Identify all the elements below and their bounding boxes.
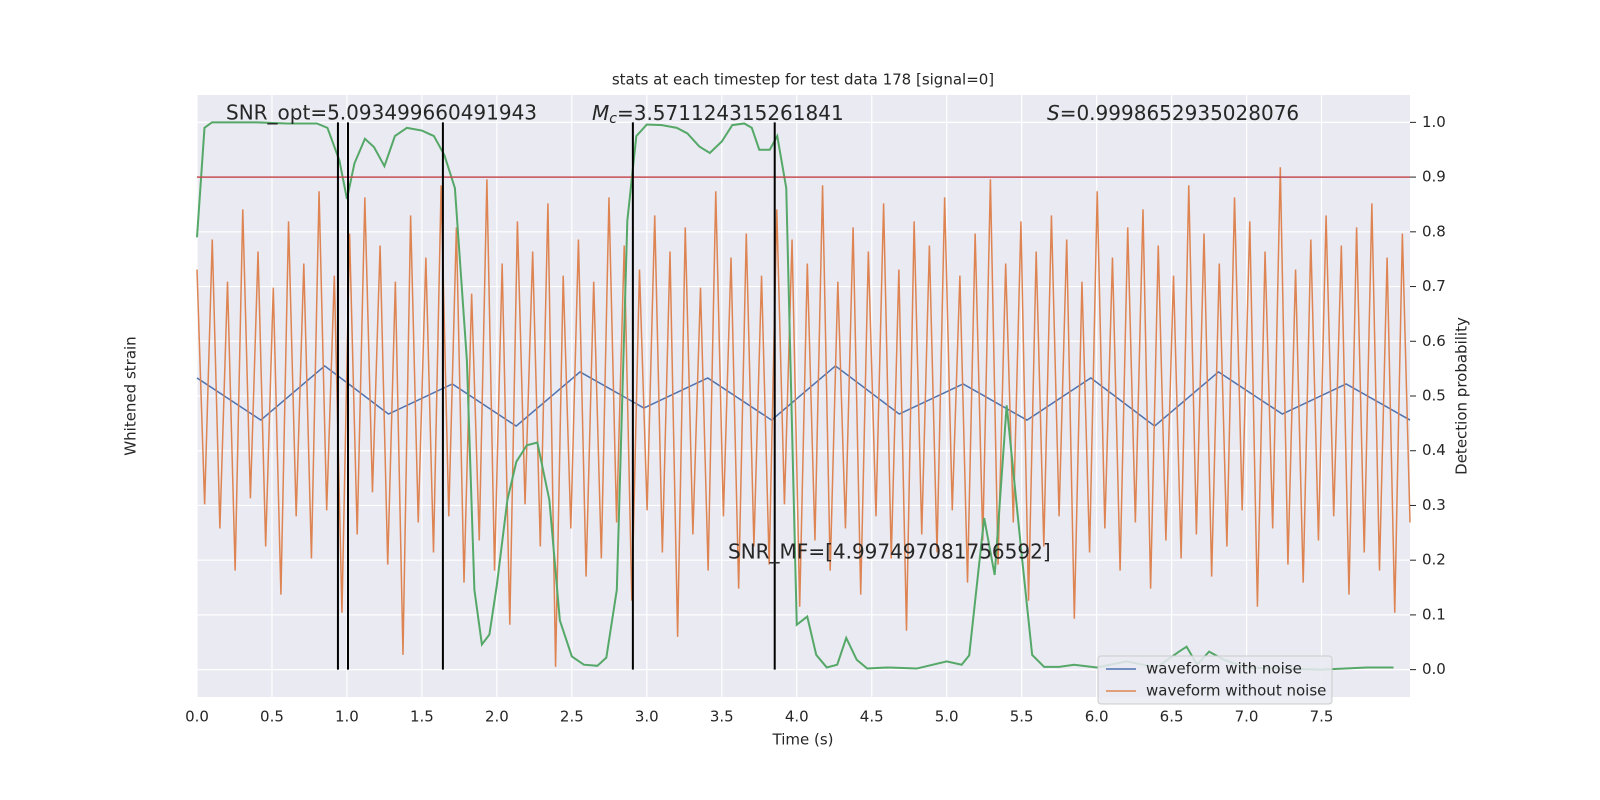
x-axis-label: Time (s): [772, 731, 834, 749]
y2-tick-label: 0.2: [1422, 551, 1446, 569]
y2-tick-label: 0.3: [1422, 496, 1446, 514]
x-tick-label: 5.0: [935, 708, 959, 726]
y2-tick-label: 0.1: [1422, 605, 1446, 623]
annotation-symbol: M: [592, 101, 609, 125]
x-tick-label: 7.5: [1310, 708, 1334, 726]
y2-tick-label: 1.0: [1422, 113, 1446, 131]
annotation-text: =3.571124315261841: [617, 101, 844, 125]
annotation-text: =0.9998652935028076: [1060, 101, 1299, 125]
x-tick-label: 2.5: [560, 708, 584, 726]
marks: [196, 121, 1411, 671]
legend-label: waveform without noise: [1146, 682, 1326, 700]
y2-tick-label: 0.6: [1422, 332, 1446, 350]
x-tick-label: 7.0: [1235, 708, 1259, 726]
y2-tick-label: 0.8: [1422, 222, 1446, 240]
x-tick-label: 6.0: [1085, 708, 1109, 726]
annotation: Mc=3.571124315261841: [592, 101, 844, 128]
x-tick-label: 6.5: [1160, 708, 1184, 726]
x-tick-label: 4.5: [860, 708, 884, 726]
chart-title: stats at each timestep for test data 178…: [612, 71, 994, 89]
detection-line: [196, 121, 1394, 671]
x-tick-label: 3.5: [710, 708, 734, 726]
x-tick-label: 3.0: [635, 708, 659, 726]
legend-label: waveform with noise: [1146, 660, 1302, 678]
y2-tick-label: 0.9: [1422, 168, 1446, 186]
x-tick-label: 1.5: [410, 708, 434, 726]
annotation: S=0.9998652935028076: [1047, 101, 1299, 125]
y2-tick-label: 0.5: [1422, 387, 1446, 405]
legend: waveform with noise waveform without noi…: [1097, 655, 1333, 705]
y2-tick-label: 0.4: [1422, 441, 1446, 459]
y2-axis-label: Detection probability: [1453, 317, 1471, 475]
x-tick-label: 0.5: [260, 708, 284, 726]
y2-tick-label: 0.0: [1422, 660, 1446, 678]
y-axis-label: Whitened strain: [122, 336, 140, 455]
annotation-symbol: S: [1047, 101, 1060, 125]
annotation-subscript: c: [609, 111, 617, 127]
y2-tick-label: 0.7: [1422, 277, 1446, 295]
legend-box: [1097, 655, 1333, 705]
x-tick-label: 5.5: [1010, 708, 1034, 726]
x-tick-label: 0.0: [185, 708, 209, 726]
strain-line: [196, 167, 1411, 667]
annotation: SNR_MF=[4.997497081756592]: [728, 540, 1051, 564]
x-tick-label: 4.0: [785, 708, 809, 726]
annotation: SNR_opt=5.093499660491943: [226, 101, 537, 125]
x-tick-label: 1.0: [335, 708, 359, 726]
x-tick-label: 2.0: [485, 708, 509, 726]
